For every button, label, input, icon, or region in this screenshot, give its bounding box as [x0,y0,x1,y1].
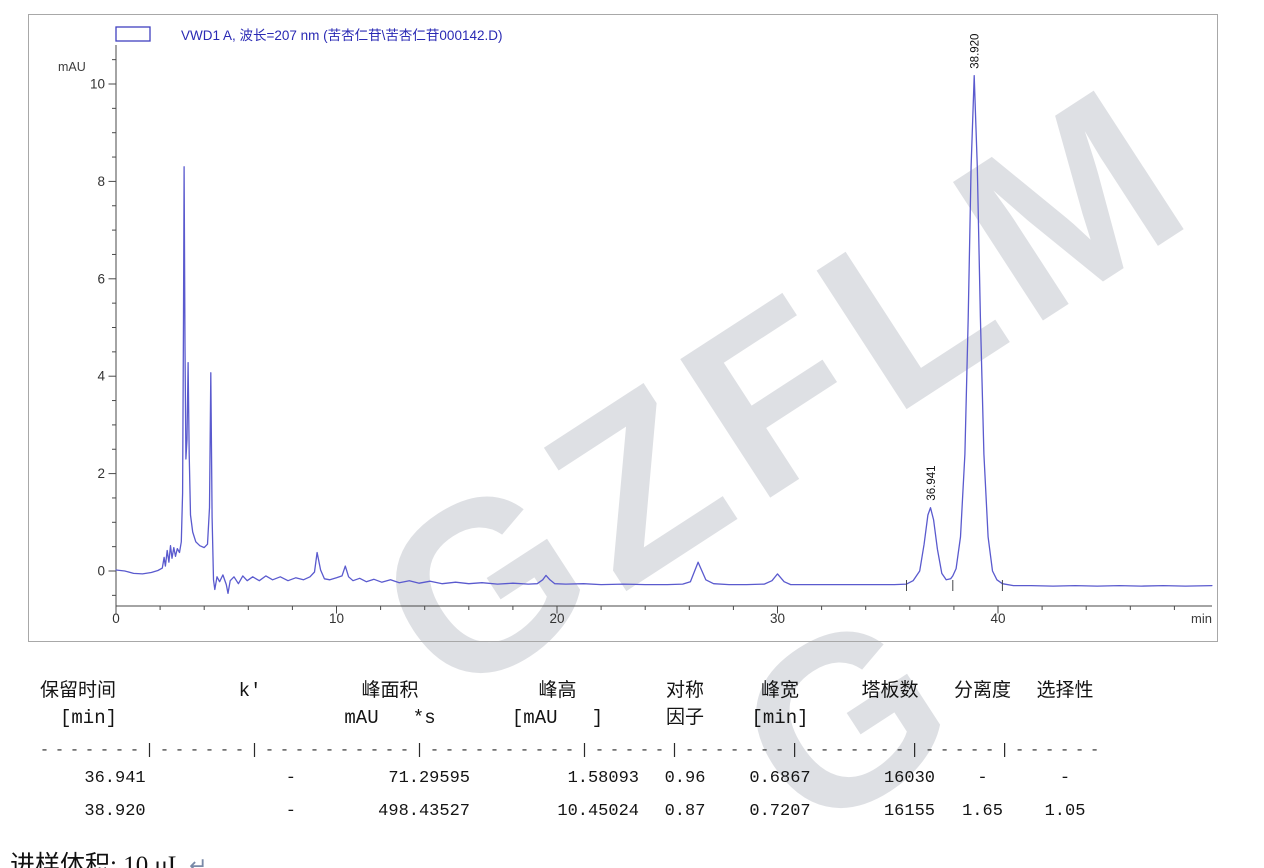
peak-rt-label: 38.920 [970,34,982,69]
table-unit-cell [1020,705,1110,732]
axis-tick-labels: 0 10 20 30 40 0 2 4 6 8 10 [90,77,1006,627]
table-cell: 1.58093 [567,769,639,788]
table-cell: - [1059,769,1071,788]
y-tick-label: 6 [97,271,105,286]
table-cell: 71.29595 [388,769,470,788]
table-unit-cell: [mAU ] [511,707,604,729]
table-row: 36.941 - 71.29595 1.58093 0.96 0.6867 16030 - - [40,762,1120,795]
chromatogram-trace [115,75,1213,595]
legend-label: VWD1 A, 波长=207 nm (苦杏仁苷\苦杏仁苷000142.D) [181,28,502,43]
injection-volume-line: 进样体积: 10 μL ↵ [10,845,208,868]
legend-checkbox-icon [115,26,151,42]
table-header-cell: k' [238,680,262,702]
x-tick-label: 30 [770,611,785,626]
y-tick-label: 0 [97,564,105,579]
x-axis-unit-label: min [1191,611,1212,626]
table-header-cell: 峰高 [538,680,577,702]
x-tick-label: 0 [112,611,120,626]
table-cell: - [977,769,988,788]
x-tick-label: 40 [990,611,1005,626]
table-header-cell: 峰宽 [760,680,799,702]
return-mark-icon: ↵ [189,854,208,868]
table-cell: 0.6867 [749,769,811,788]
table-cell: 1.05 [1044,802,1086,821]
table-header-cell: 峰面积 [361,680,419,702]
table-cell: 0.96 [664,769,706,788]
table-unit-cell: [min] [751,707,809,729]
y-tick-label: 2 [97,466,105,481]
table-header-row-1: 保留时间 k' 峰面积 峰高 对称 峰宽 塔板数 分离度 选择性 [40,678,1120,705]
table-header-cell: 分离度 [953,680,1011,702]
table-unit-cell: mAU *s [344,707,436,729]
table-unit-cell [190,705,310,732]
table-header-row-2: [min] mAU *s [mAU ] 因子 [min] [40,705,1120,732]
table-cell: 0.87 [664,802,706,821]
table-cell: 1.65 [962,802,1003,821]
table-header-cell: 对称 [665,680,704,702]
table-unit-cell [945,705,1020,732]
table-cell: - [285,802,296,821]
table-row: 38.920 - 498.43527 10.45024 0.87 0.7207 16155 1… [40,795,1120,828]
table-cell: - [285,769,296,788]
x-tick-label: 10 [329,611,344,626]
table-cell: 16030 [883,769,935,788]
y-axis-unit-label: mAU [58,60,86,74]
peak-rt-label: 36.941 [926,465,938,500]
axis-ticks [108,59,1175,614]
chromatogram: VWD1 A, 波长=207 nm (苦杏仁苷\苦杏仁苷000142.D) mA… [58,26,1213,627]
table-cell: 36.941 [84,769,146,788]
x-tick-label: 20 [549,611,564,626]
table-cell: 10.45024 [557,802,639,821]
y-tick-label: 10 [90,77,105,92]
peak-annotations: 36.941 38.920 [905,34,1003,591]
table-header-cell: 选择性 [1036,680,1094,702]
table-cell: 38.920 [84,802,146,821]
table-header-cell: 塔板数 [861,680,919,702]
chromatogram-panel: VWD1 A, 波长=207 nm (苦杏仁苷\苦杏仁苷000142.D) mA… [28,14,1218,642]
table-unit-cell [835,705,945,732]
y-tick-label: 4 [97,369,105,384]
table-cell: 16155 [883,802,935,821]
table-body: 36.941-71.29595 1.58093 0.96 0.6867 16030- -3… [40,762,1120,828]
table-cell: 0.7207 [749,802,811,821]
injection-volume-text: 进样体积: 10 μL [10,852,184,868]
table-header-cell: 保留时间 [40,680,117,702]
table-unit-cell: 因子 [665,707,704,729]
integration-results-table: 保留时间 k' 峰面积 峰高 对称 峰宽 塔板数 分离度 选择性 [min] mAU *s [mAU… [40,678,1120,828]
table-unit-cell: [min] [60,707,118,729]
y-tick-label: 8 [97,174,105,189]
table-cell: 498.43527 [378,802,470,821]
table-separator: -------|------|----------|----------|---… [40,742,1106,759]
